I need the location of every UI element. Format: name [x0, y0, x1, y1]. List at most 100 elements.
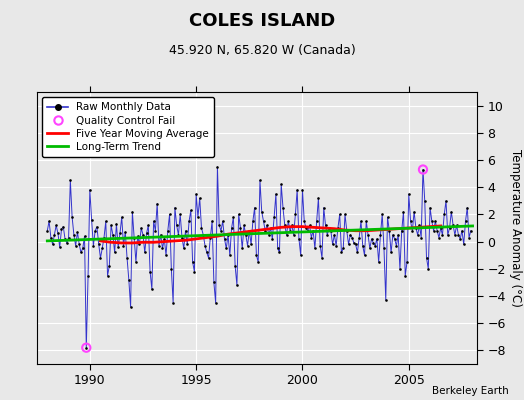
Point: [93, 224, 101, 230]
Point: [94, 241, 103, 248]
Point: [438, 232, 446, 238]
Point: [135, 241, 144, 248]
Point: [89, 242, 97, 249]
Point: [451, 232, 459, 238]
Point: [380, 245, 388, 252]
Point: [456, 236, 464, 242]
Point: [206, 234, 214, 241]
Point: [140, 249, 149, 256]
Point: [52, 222, 60, 228]
Point: [180, 245, 188, 252]
Point: [288, 222, 296, 228]
Point: [64, 234, 73, 241]
Legend: Raw Monthly Data, Quality Control Fail, Five Year Moving Average, Long-Term Tren: Raw Monthly Data, Quality Control Fail, …: [42, 97, 214, 157]
Point: [137, 225, 146, 231]
Point: [417, 234, 425, 241]
Point: [125, 276, 133, 283]
Point: [415, 222, 423, 228]
Point: [381, 297, 390, 303]
Point: [401, 272, 409, 279]
Point: [326, 228, 335, 234]
Point: [357, 218, 365, 224]
Point: [263, 222, 271, 228]
Point: [275, 249, 283, 256]
Point: [169, 300, 177, 306]
Point: [373, 236, 381, 242]
Point: [54, 230, 62, 237]
Point: [413, 232, 422, 238]
Point: [233, 282, 241, 288]
Point: [312, 218, 321, 224]
Point: [208, 218, 216, 224]
Point: [103, 272, 112, 279]
Point: [272, 191, 280, 197]
Point: [362, 218, 370, 224]
Point: [108, 232, 117, 238]
Point: [139, 232, 147, 238]
Point: [82, 344, 91, 351]
Point: [128, 208, 137, 215]
Point: [422, 255, 431, 261]
Point: [367, 236, 376, 242]
Point: [265, 232, 273, 238]
Point: [149, 218, 158, 224]
Point: [302, 225, 310, 231]
Point: [458, 228, 466, 234]
Point: [85, 187, 94, 193]
Point: [61, 236, 69, 242]
Point: [117, 214, 126, 220]
Point: [235, 211, 243, 218]
Point: [274, 245, 282, 252]
Point: [123, 255, 131, 261]
Point: [178, 234, 186, 241]
Point: [163, 228, 172, 234]
Point: [171, 204, 179, 211]
Point: [353, 249, 362, 256]
Point: [343, 228, 351, 234]
Point: [172, 222, 181, 228]
Point: [98, 245, 106, 252]
Point: [63, 240, 71, 246]
Point: [261, 228, 269, 234]
Point: [309, 228, 318, 234]
Point: [282, 232, 291, 238]
Point: [390, 236, 399, 242]
Point: [227, 225, 236, 231]
Point: [364, 232, 372, 238]
Point: [454, 232, 463, 238]
Point: [192, 191, 200, 197]
Point: [112, 221, 121, 227]
Point: [116, 230, 124, 237]
Point: [291, 211, 300, 218]
Point: [318, 255, 326, 261]
Point: [440, 211, 449, 218]
Point: [384, 214, 392, 220]
Point: [335, 211, 344, 218]
Point: [91, 228, 100, 234]
Point: [195, 195, 204, 201]
Point: [162, 252, 170, 258]
Point: [194, 214, 202, 220]
Point: [102, 218, 110, 224]
Point: [280, 222, 289, 228]
Point: [77, 249, 85, 256]
Point: [231, 263, 239, 269]
Point: [245, 228, 254, 234]
Point: [467, 228, 475, 234]
Point: [433, 228, 441, 234]
Point: [350, 240, 358, 246]
Point: [311, 245, 319, 252]
Point: [236, 225, 245, 231]
Point: [412, 225, 420, 231]
Point: [252, 252, 260, 258]
Point: [405, 191, 413, 197]
Point: [460, 241, 468, 248]
Point: [444, 232, 452, 238]
Point: [259, 218, 268, 224]
Point: [80, 233, 89, 239]
Point: [197, 225, 205, 231]
Point: [298, 187, 307, 193]
Point: [330, 232, 339, 238]
Point: [189, 259, 197, 265]
Point: [392, 242, 400, 249]
